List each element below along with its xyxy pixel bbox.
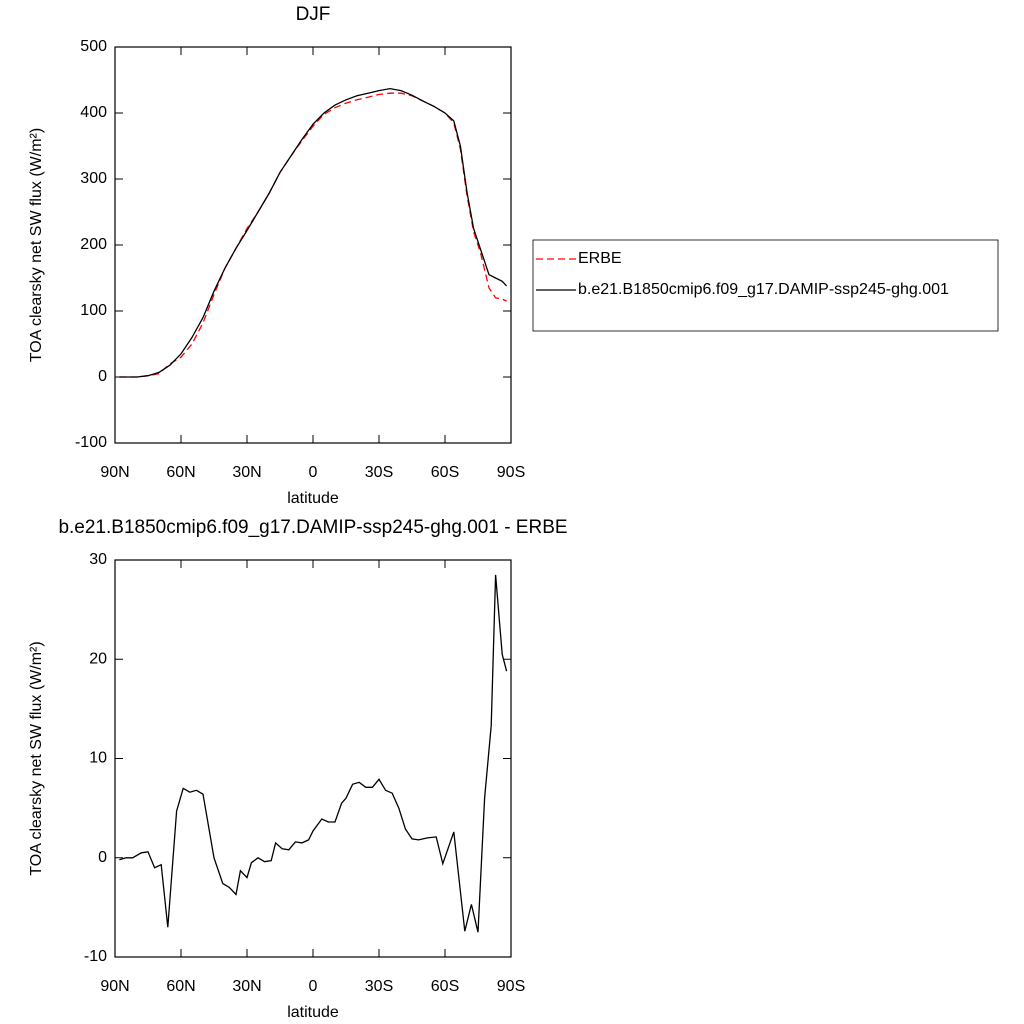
x-tick-label: 0 — [309, 978, 318, 995]
y-tick-label: 100 — [80, 302, 107, 319]
y-tick-label: 300 — [80, 170, 107, 187]
chart-title: b.e21.B1850cmip6.f09_g17.DAMIP-ssp245-gh… — [58, 517, 567, 538]
y-tick-label: -100 — [75, 434, 107, 451]
data-line — [119, 574, 508, 933]
plot-frame — [114, 559, 512, 958]
data-line — [119, 92, 507, 378]
x-tick-label: 90S — [497, 464, 525, 481]
y-tick-label: 10 — [89, 750, 107, 767]
y-tick-label: 500 — [80, 38, 107, 55]
x-tick-label: 90N — [100, 978, 129, 995]
x-tick-label: 60S — [431, 978, 459, 995]
x-tick-label: 30S — [365, 464, 393, 481]
legend-label: ERBE — [578, 250, 622, 267]
x-axis-label: latitude — [287, 490, 339, 507]
legend-box — [532, 239, 999, 332]
y-tick-label: 0 — [98, 849, 107, 866]
chart-title: DJF — [296, 4, 331, 25]
y-tick-label: 20 — [89, 650, 107, 667]
x-tick-label: 90S — [497, 978, 525, 995]
y-tick-label: 30 — [89, 551, 107, 568]
x-tick-label: 60S — [431, 464, 459, 481]
y-tick-label: -10 — [84, 948, 107, 965]
y-tick-label: 200 — [80, 236, 107, 253]
x-tick-label: 30N — [232, 464, 261, 481]
x-tick-label: 60N — [166, 978, 195, 995]
legend-label: b.e21.B1850cmip6.f09_g17.DAMIP-ssp245-gh… — [578, 281, 949, 298]
y-axis-label: TOA clearsky net SW flux (W/m²) — [28, 128, 45, 362]
plot-frame — [114, 46, 512, 444]
x-tick-label: 90N — [100, 464, 129, 481]
x-tick-label: 0 — [309, 464, 318, 481]
y-axis-label: TOA clearsky net SW flux (W/m²) — [28, 641, 45, 875]
data-line — [119, 87, 508, 378]
x-tick-label: 60N — [166, 464, 195, 481]
y-tick-label: 400 — [80, 104, 107, 121]
x-tick-label: 30S — [365, 978, 393, 995]
x-tick-label: 30N — [232, 978, 261, 995]
x-axis-label: latitude — [287, 1004, 339, 1021]
y-tick-label: 0 — [98, 368, 107, 385]
